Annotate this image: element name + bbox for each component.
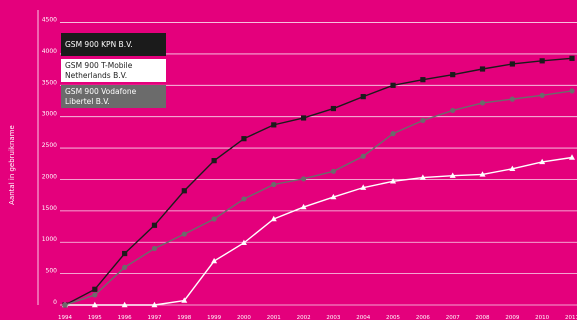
grid-lines	[60, 22, 577, 306]
tick-labels: 0 500 1000 1500 2000 2500 3000 3500 4000 4500 1994…	[42, 17, 577, 320]
legend-label-vodafone-line1: GSM 900 Vodafone	[65, 86, 137, 96]
y-tick-label: 2500	[42, 142, 57, 149]
data-point	[450, 72, 456, 78]
x-tick-label: 2009	[505, 315, 519, 320]
data-point	[151, 222, 158, 228]
data-point	[300, 115, 307, 121]
y-tick-label: 1000	[42, 236, 57, 243]
data-point	[211, 158, 217, 164]
data-point	[240, 239, 247, 246]
data-point	[390, 131, 396, 137]
legend-item-vodafone: GSM 900 Vodafone Libertel B.V.	[61, 85, 166, 108]
y-tick-label: 4000	[42, 48, 57, 55]
y-tick-label: 500	[46, 268, 58, 275]
data-point	[241, 196, 247, 202]
data-point	[330, 105, 337, 112]
legend-item-kpn: GSM 900 KPN B.V.	[61, 33, 166, 56]
data-point	[509, 165, 516, 171]
data-point	[419, 174, 426, 180]
data-point	[270, 215, 277, 222]
data-point	[479, 171, 486, 177]
data-point	[271, 181, 277, 188]
x-tick-label: 2003	[326, 315, 340, 320]
x-tick-label: 1994	[58, 315, 72, 320]
data-point	[122, 264, 128, 270]
y-tick-label: 4500	[42, 17, 57, 24]
y-tick-label: 1500	[42, 205, 57, 212]
data-point	[420, 77, 426, 83]
data-point	[211, 216, 217, 222]
x-tick-label: 2010	[535, 315, 549, 320]
legend-label-kpn: GSM 900 KPN B.V.	[65, 39, 133, 49]
series-line	[64, 90, 573, 306]
data-point	[241, 136, 247, 142]
y-tick-label: 3000	[42, 111, 57, 118]
y-tick-label: 0	[53, 299, 57, 306]
x-tick-label: 2000	[237, 315, 251, 320]
x-tick-label: 1999	[207, 315, 221, 320]
data-point	[420, 117, 426, 124]
data-point	[509, 61, 515, 67]
data-point	[300, 176, 307, 182]
data-point	[390, 178, 397, 184]
data-point	[62, 302, 68, 308]
data-point	[390, 82, 396, 88]
legend-label-tmobile-line1: GSM 900 T-Mobile	[65, 60, 133, 70]
data-point	[539, 158, 546, 165]
data-point	[151, 301, 158, 308]
data-point	[92, 292, 98, 298]
x-tick-label: 1998	[177, 315, 191, 320]
data-point	[91, 301, 98, 308]
x-tick-label: 1996	[118, 315, 132, 320]
data-point	[479, 100, 486, 106]
data-point	[151, 245, 158, 252]
data-point	[300, 203, 307, 210]
data-point	[181, 231, 187, 237]
data-point	[181, 188, 187, 194]
data-point	[539, 92, 545, 98]
x-tick-label: 2002	[297, 315, 311, 320]
series-line	[64, 57, 573, 306]
series-line	[65, 156, 573, 306]
data-point	[360, 94, 366, 100]
series-group	[62, 55, 575, 308]
x-tick-label: 1997	[147, 315, 161, 320]
data-point	[271, 122, 277, 128]
legend-label-tmobile-line2: Netherlands B.V.	[65, 70, 128, 80]
legend-label-vodafone-line2: Libertel B.V.	[65, 96, 110, 106]
x-tick-label: 2007	[446, 315, 460, 320]
data-point	[569, 154, 575, 160]
legend-item-tmobile: GSM 900 T-Mobile Netherlands B.V.	[61, 59, 166, 82]
x-tick-label: 2005	[386, 315, 400, 320]
data-point	[509, 96, 515, 102]
data-point	[360, 184, 367, 190]
data-point	[360, 153, 366, 159]
y-tick-label: 2000	[42, 173, 57, 180]
x-tick-label: 2001	[267, 315, 281, 320]
data-point	[211, 257, 218, 264]
y-tick-label: 3500	[42, 79, 57, 86]
data-point	[181, 297, 188, 303]
x-tick-label: 2006	[416, 315, 430, 320]
y-axis-label: Aantal in gebruikname	[8, 125, 16, 205]
x-tick-label: 2004	[356, 315, 370, 320]
data-point	[330, 193, 337, 200]
data-point	[479, 66, 486, 72]
data-point	[569, 55, 575, 61]
x-tick-label: 2008	[476, 315, 490, 320]
data-point	[330, 168, 337, 174]
x-tick-label: 1995	[88, 315, 102, 320]
data-point	[449, 172, 456, 178]
data-point	[92, 286, 98, 292]
x-tick-label: 2011	[565, 315, 577, 320]
data-point	[569, 88, 575, 94]
data-point	[539, 58, 545, 64]
data-point	[450, 107, 456, 114]
data-point	[122, 250, 128, 257]
data-point	[121, 301, 128, 308]
